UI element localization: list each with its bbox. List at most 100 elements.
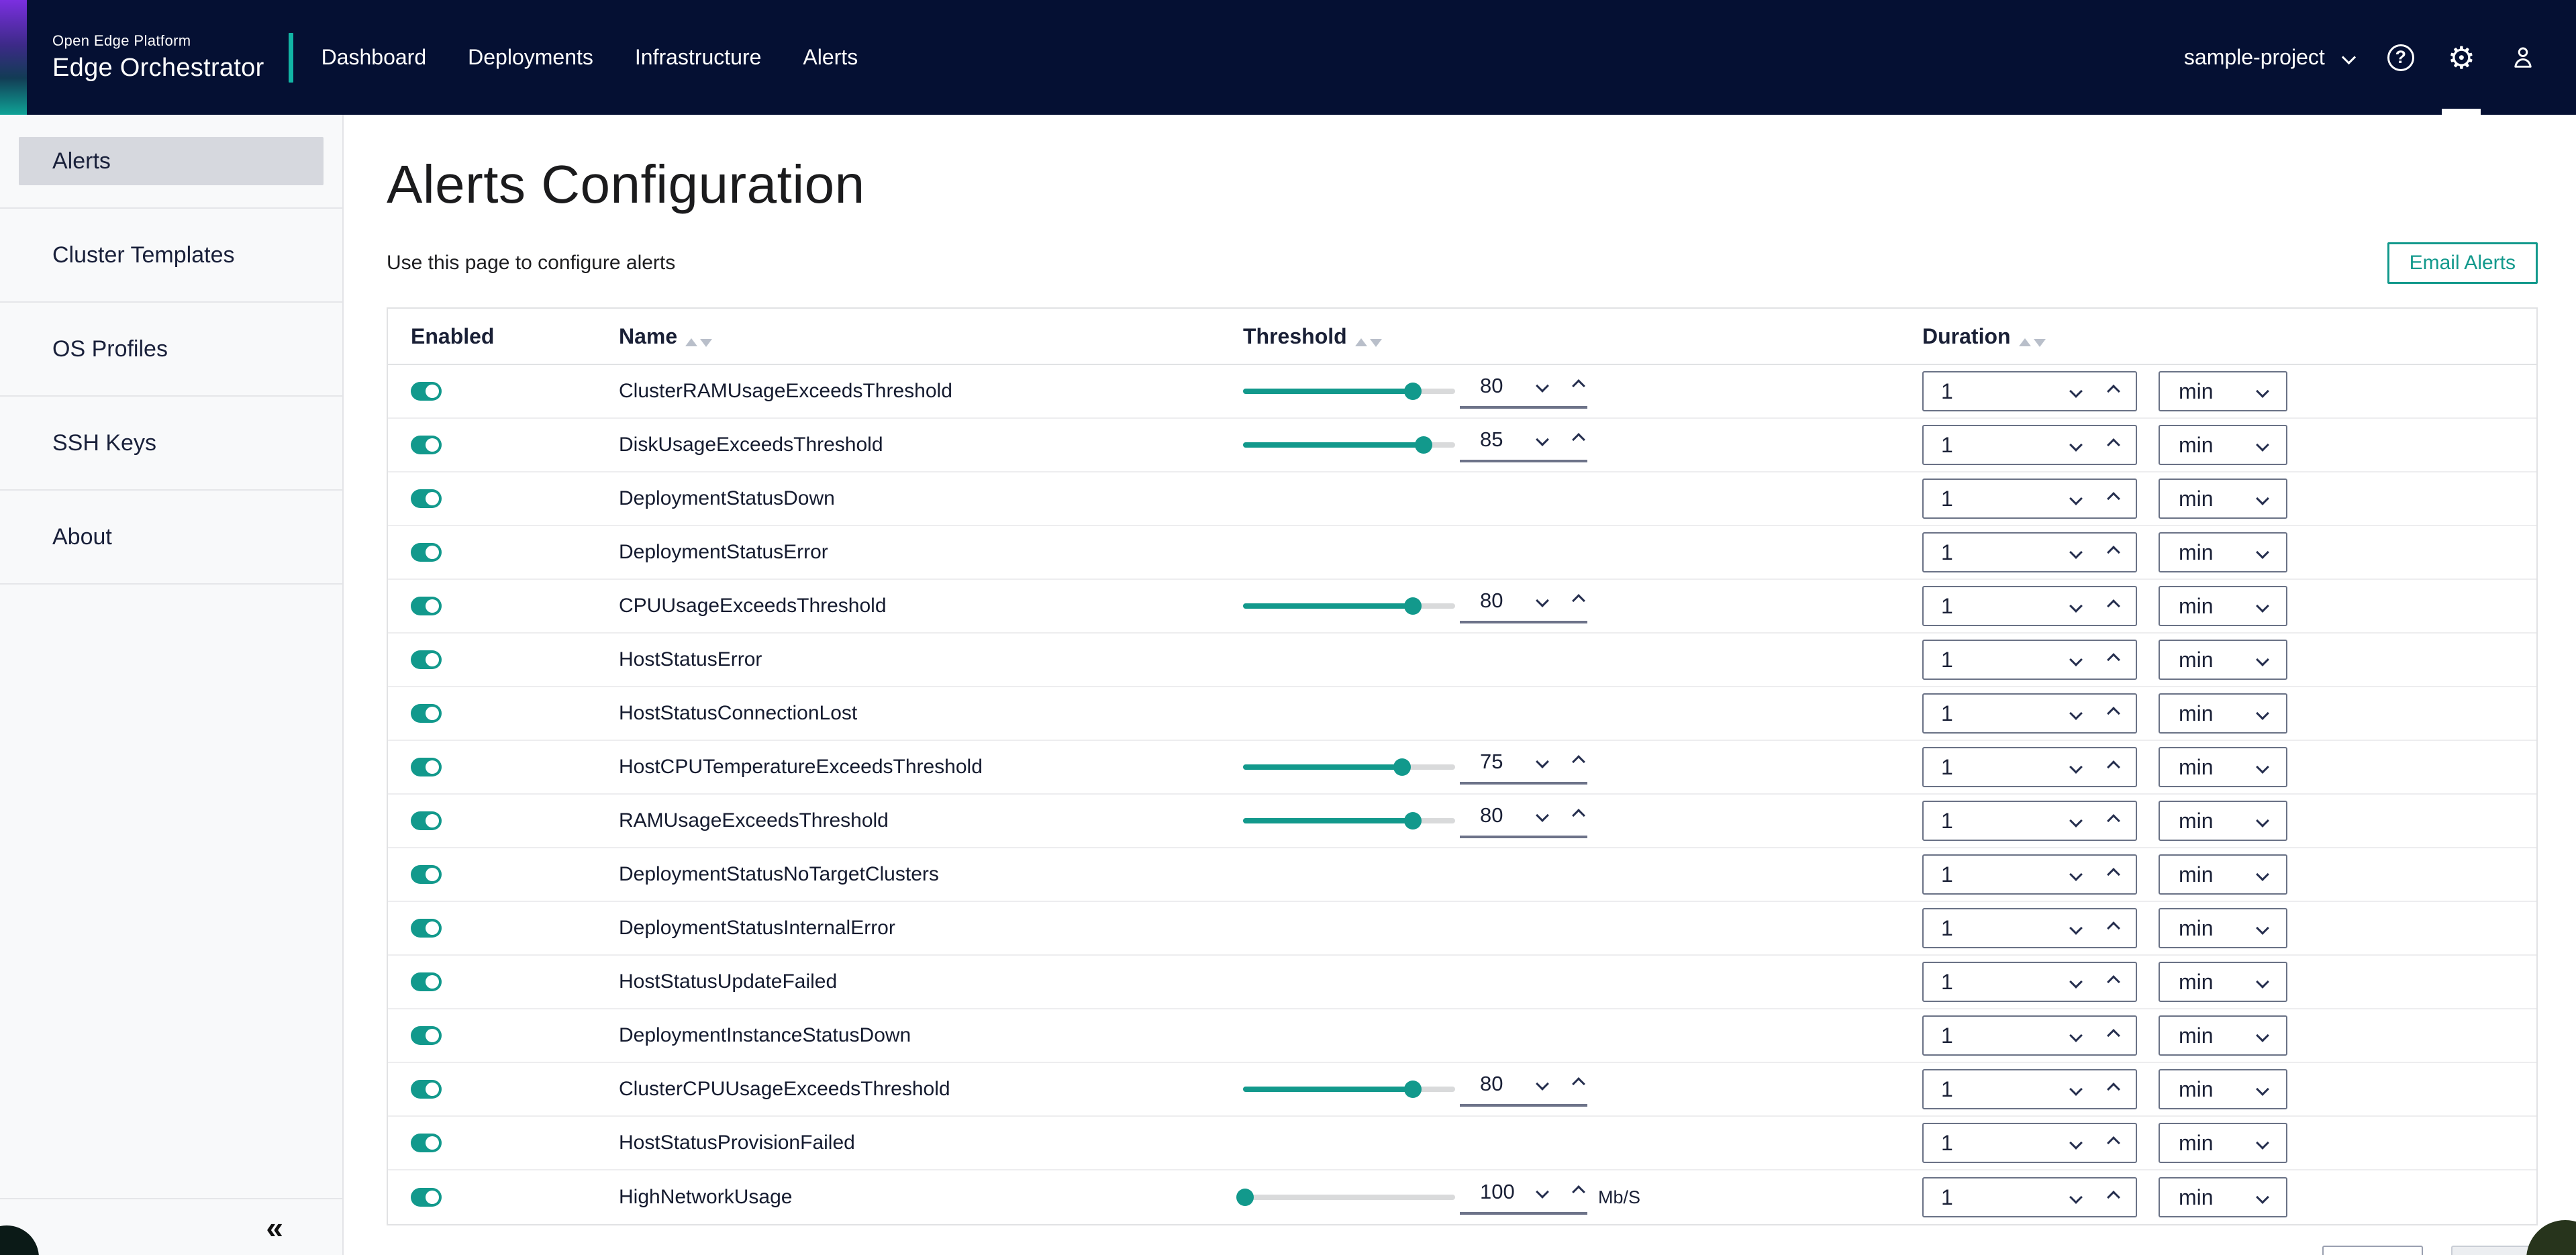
threshold-input[interactable]: 80 (1460, 374, 1587, 409)
duration-spinner[interactable]: 1 (1922, 371, 2137, 411)
duration-unit-select[interactable]: min (2159, 586, 2287, 626)
nav-item-deployments[interactable]: Deployments (468, 45, 593, 69)
threshold-input[interactable]: 85 (1460, 428, 1587, 462)
help-button[interactable]: ? (2387, 0, 2414, 115)
duration-unit-select[interactable]: min (2159, 1177, 2287, 1217)
duration-unit-select[interactable]: min (2159, 640, 2287, 680)
increment-chevron-icon[interactable] (1572, 433, 1585, 446)
slider-thumb[interactable] (1403, 1081, 1422, 1098)
column-header-duration[interactable]: Duration (1922, 324, 2536, 349)
duration-unit-select[interactable]: min (2159, 801, 2287, 841)
increment-chevron-icon[interactable] (1572, 379, 1585, 393)
decrement-chevron-icon[interactable] (2069, 385, 2083, 398)
duration-spinner[interactable]: 1 (1922, 747, 2137, 787)
duration-unit-select[interactable]: min (2159, 1069, 2287, 1109)
duration-spinner[interactable]: 1 (1922, 479, 2137, 519)
decrement-chevron-icon[interactable] (1536, 594, 1549, 607)
duration-unit-select[interactable]: min (2159, 532, 2287, 572)
enabled-toggle[interactable] (411, 597, 442, 615)
duration-unit-select[interactable]: min (2159, 371, 2287, 411)
duration-unit-select[interactable]: min (2159, 854, 2287, 895)
settings-button[interactable]: ⚙ (2442, 0, 2481, 115)
partial-button-outline[interactable] (2322, 1246, 2423, 1255)
partial-button-filled[interactable] (2451, 1246, 2533, 1255)
threshold-slider[interactable] (1236, 1188, 1455, 1207)
decrement-chevron-icon[interactable] (1536, 433, 1549, 446)
duration-spinner[interactable]: 1 (1922, 586, 2137, 626)
enabled-toggle[interactable] (411, 704, 442, 723)
increment-chevron-icon[interactable] (1572, 594, 1585, 607)
decrement-chevron-icon[interactable] (2069, 599, 2083, 613)
threshold-input[interactable]: 80 (1460, 803, 1587, 838)
decrement-chevron-icon[interactable] (2069, 921, 2083, 935)
decrement-chevron-icon[interactable] (1536, 1185, 1549, 1199)
sidebar-item-about[interactable]: About (0, 491, 342, 585)
email-alerts-button[interactable]: Email Alerts (2387, 242, 2538, 284)
sidebar-item-alerts[interactable]: Alerts (0, 115, 342, 209)
sidebar-item-cluster-templates[interactable]: Cluster Templates (0, 209, 342, 303)
increment-chevron-icon[interactable] (2107, 921, 2120, 935)
column-header-name[interactable]: Name (619, 324, 1243, 349)
enabled-toggle[interactable] (411, 919, 442, 938)
threshold-slider[interactable] (1243, 811, 1455, 830)
duration-unit-select[interactable]: min (2159, 962, 2287, 1002)
increment-chevron-icon[interactable] (2107, 1083, 2120, 1096)
decrement-chevron-icon[interactable] (2069, 868, 2083, 881)
slider-thumb[interactable] (1403, 812, 1422, 830)
threshold-input[interactable]: 80 (1460, 589, 1587, 623)
project-switcher[interactable]: sample-project (2184, 45, 2356, 70)
increment-chevron-icon[interactable] (2107, 492, 2120, 505)
enabled-toggle[interactable] (411, 436, 442, 454)
duration-spinner[interactable]: 1 (1922, 532, 2137, 572)
sort-icon[interactable] (1354, 338, 1382, 349)
enabled-toggle[interactable] (411, 1080, 442, 1099)
slider-thumb[interactable] (1403, 383, 1422, 400)
slider-thumb[interactable] (1414, 436, 1432, 454)
duration-spinner[interactable]: 1 (1922, 640, 2137, 680)
sidebar-item-os-profiles[interactable]: OS Profiles (0, 303, 342, 397)
duration-unit-select[interactable]: min (2159, 1123, 2287, 1163)
duration-spinner[interactable]: 1 (1922, 1069, 2137, 1109)
increment-chevron-icon[interactable] (2107, 1191, 2120, 1204)
increment-chevron-icon[interactable] (2107, 1136, 2120, 1150)
decrement-chevron-icon[interactable] (2069, 653, 2083, 666)
increment-chevron-icon[interactable] (2107, 385, 2120, 398)
decrement-chevron-icon[interactable] (2069, 1136, 2083, 1150)
increment-chevron-icon[interactable] (1572, 755, 1585, 768)
duration-spinner[interactable]: 1 (1922, 1177, 2137, 1217)
threshold-input[interactable]: 100 (1460, 1180, 1587, 1215)
increment-chevron-icon[interactable] (2107, 653, 2120, 666)
decrement-chevron-icon[interactable] (2069, 975, 2083, 989)
decrement-chevron-icon[interactable] (2069, 760, 2083, 774)
sort-icon[interactable] (2018, 338, 2046, 349)
enabled-toggle[interactable] (411, 1134, 442, 1152)
threshold-slider[interactable] (1243, 436, 1455, 454)
enabled-toggle[interactable] (411, 1188, 442, 1207)
increment-chevron-icon[interactable] (2107, 1029, 2120, 1042)
threshold-slider[interactable] (1243, 597, 1455, 615)
nav-item-infrastructure[interactable]: Infrastructure (634, 45, 762, 69)
duration-unit-select[interactable]: min (2159, 479, 2287, 519)
duration-unit-select[interactable]: min (2159, 908, 2287, 948)
increment-chevron-icon[interactable] (1572, 1185, 1585, 1199)
duration-unit-select[interactable]: min (2159, 1015, 2287, 1056)
increment-chevron-icon[interactable] (2107, 814, 2120, 827)
enabled-toggle[interactable] (411, 382, 442, 401)
decrement-chevron-icon[interactable] (2069, 1029, 2083, 1042)
enabled-toggle[interactable] (411, 489, 442, 508)
threshold-input[interactable]: 75 (1460, 750, 1587, 785)
decrement-chevron-icon[interactable] (2069, 492, 2083, 505)
increment-chevron-icon[interactable] (2107, 975, 2120, 989)
threshold-slider[interactable] (1243, 1080, 1455, 1099)
increment-chevron-icon[interactable] (2107, 546, 2120, 559)
nav-item-alerts[interactable]: Alerts (803, 45, 858, 69)
enabled-toggle[interactable] (411, 972, 442, 991)
threshold-slider[interactable] (1243, 758, 1455, 776)
duration-spinner[interactable]: 1 (1922, 962, 2137, 1002)
duration-unit-select[interactable]: min (2159, 693, 2287, 734)
sort-icon[interactable] (685, 338, 713, 349)
enabled-toggle[interactable] (411, 758, 442, 776)
decrement-chevron-icon[interactable] (1536, 755, 1549, 768)
decrement-chevron-icon[interactable] (2069, 546, 2083, 559)
increment-chevron-icon[interactable] (2107, 599, 2120, 613)
